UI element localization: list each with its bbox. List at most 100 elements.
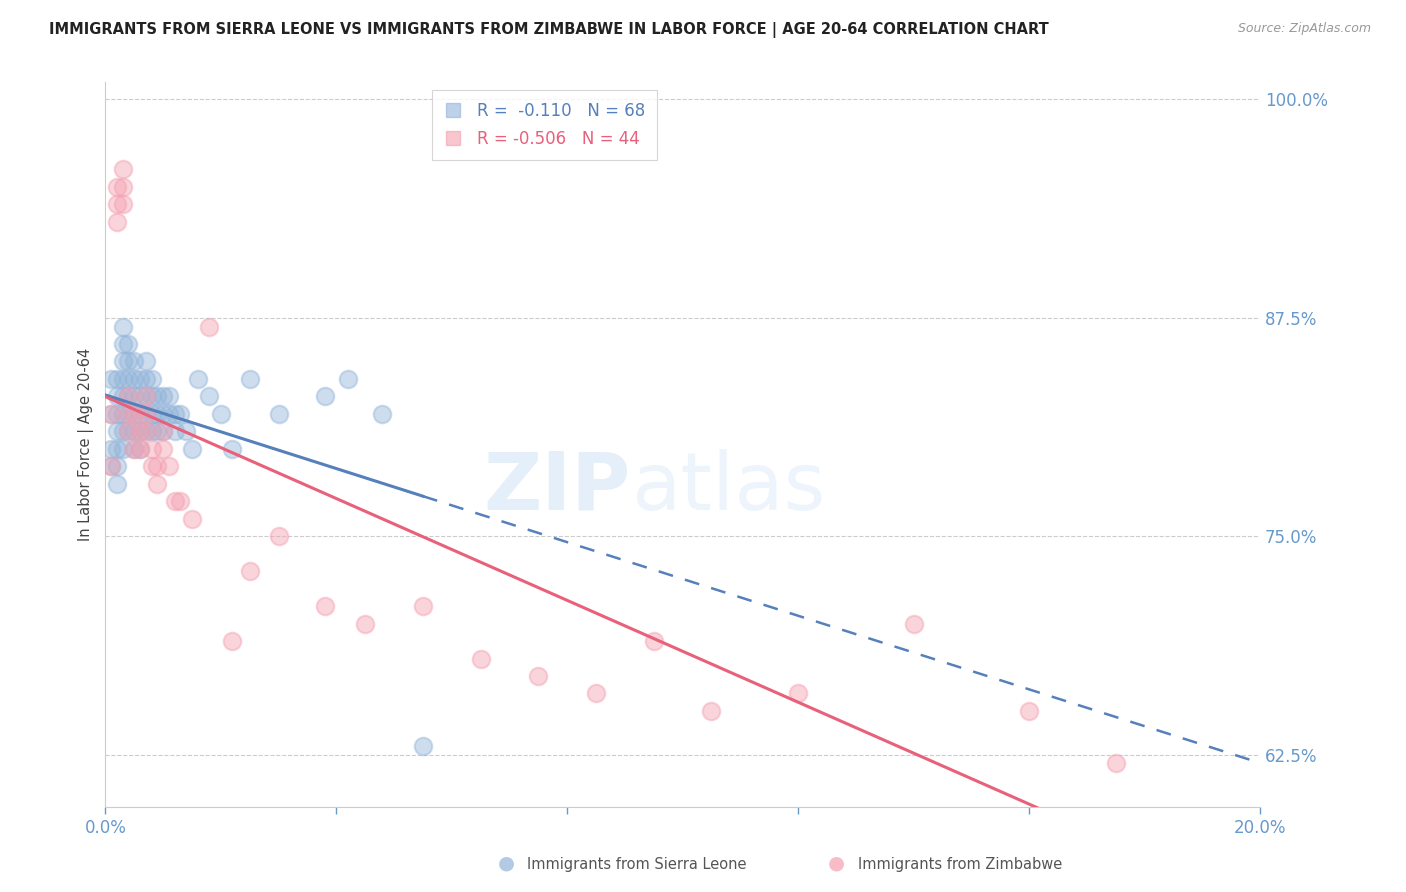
Point: [585, 686, 607, 700]
Point: [141, 425, 163, 439]
Point: [100, 407, 122, 421]
Point: [100, 407, 122, 421]
Point: [129, 372, 152, 386]
Point: [111, 162, 134, 177]
Point: [135, 389, 157, 403]
Point: [141, 442, 163, 456]
Point: [122, 389, 145, 403]
Point: [122, 407, 145, 421]
Point: [111, 337, 134, 351]
Point: [209, 407, 232, 421]
Point: [412, 599, 434, 613]
Point: [129, 407, 152, 421]
Text: IMMIGRANTS FROM SIERRA LEONE VS IMMIGRANTS FROM ZIMBABWE IN LABOR FORCE | AGE 20: IMMIGRANTS FROM SIERRA LEONE VS IMMIGRAN…: [49, 22, 1049, 38]
Point: [314, 389, 336, 403]
Point: [135, 389, 157, 403]
Point: [135, 425, 157, 439]
Point: [117, 354, 139, 368]
Point: [105, 425, 128, 439]
Point: [354, 616, 377, 631]
Point: [135, 372, 157, 386]
Point: [117, 337, 139, 351]
Point: [117, 389, 139, 403]
Point: [122, 354, 145, 368]
Point: [470, 651, 492, 665]
Point: [129, 425, 152, 439]
Point: [141, 389, 163, 403]
Point: [152, 407, 174, 421]
Point: [117, 407, 139, 421]
Point: [122, 407, 145, 421]
Point: [105, 407, 128, 421]
Point: [163, 425, 186, 439]
Point: [198, 389, 221, 403]
Point: [146, 476, 169, 491]
Point: [198, 319, 221, 334]
Point: [157, 389, 180, 403]
Point: [122, 425, 145, 439]
Point: [105, 372, 128, 386]
Point: [371, 407, 394, 421]
Point: [111, 179, 134, 194]
Point: [100, 459, 122, 474]
Point: [135, 354, 157, 368]
Point: [267, 407, 290, 421]
Legend: R =  -0.110   N = 68, R = -0.506   N = 44: R = -0.110 N = 68, R = -0.506 N = 44: [432, 90, 657, 160]
Point: [314, 599, 336, 613]
Point: [111, 319, 134, 334]
Point: [141, 459, 163, 474]
Point: [152, 442, 174, 456]
Point: [903, 616, 925, 631]
Text: Source: ZipAtlas.com: Source: ZipAtlas.com: [1237, 22, 1371, 36]
Point: [111, 372, 134, 386]
Point: [146, 389, 169, 403]
Point: [239, 372, 262, 386]
Point: [412, 739, 434, 753]
Point: [105, 389, 128, 403]
Point: [100, 442, 122, 456]
Point: [787, 686, 810, 700]
Point: [111, 354, 134, 368]
Point: [135, 407, 157, 421]
Point: [181, 442, 204, 456]
Point: [129, 425, 152, 439]
Point: [117, 425, 139, 439]
Point: [117, 372, 139, 386]
Point: [129, 389, 152, 403]
Point: [135, 407, 157, 421]
Point: [111, 197, 134, 211]
Point: [135, 425, 157, 439]
Point: [105, 476, 128, 491]
Point: [105, 215, 128, 229]
Point: [169, 407, 191, 421]
Text: Immigrants from Zimbabwe: Immigrants from Zimbabwe: [858, 857, 1062, 872]
Point: [105, 442, 128, 456]
Point: [111, 425, 134, 439]
Point: [146, 425, 169, 439]
Point: [527, 669, 550, 683]
Point: [117, 389, 139, 403]
Point: [157, 459, 180, 474]
Point: [122, 372, 145, 386]
Point: [157, 407, 180, 421]
Point: [117, 425, 139, 439]
Point: [267, 529, 290, 543]
Point: [643, 634, 665, 648]
Point: [129, 442, 152, 456]
Point: [152, 389, 174, 403]
Text: Immigrants from Sierra Leone: Immigrants from Sierra Leone: [527, 857, 747, 872]
Point: [1018, 704, 1040, 718]
Point: [221, 634, 243, 648]
Point: [146, 407, 169, 421]
Point: [152, 425, 174, 439]
Point: [122, 442, 145, 456]
Point: [152, 425, 174, 439]
Text: ●: ●: [498, 854, 515, 872]
Point: [141, 372, 163, 386]
Y-axis label: In Labor Force | Age 20-64: In Labor Force | Age 20-64: [79, 348, 94, 541]
Point: [700, 704, 723, 718]
Point: [1104, 756, 1126, 771]
Text: atlas: atlas: [631, 449, 825, 527]
Point: [221, 442, 243, 456]
Text: ●: ●: [828, 854, 845, 872]
